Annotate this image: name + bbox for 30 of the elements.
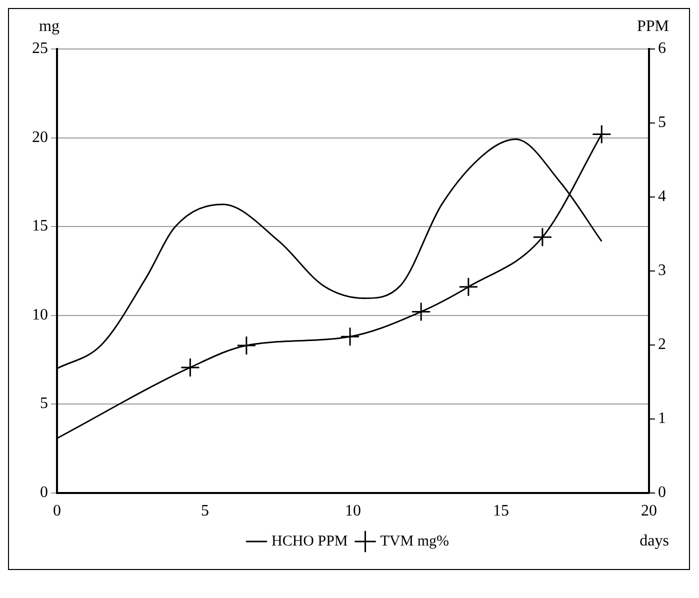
y-tick-label: 0 [40, 484, 48, 502]
y-axis-title: mg [39, 18, 60, 36]
point [411, 302, 431, 322]
y2-tick-label: 6 [658, 40, 666, 58]
x-tick-label: 15 [493, 502, 509, 520]
legend-label: TVM mg% [380, 533, 450, 550]
x-tick-label: 5 [201, 502, 209, 520]
y-tick-label: 5 [40, 395, 48, 412]
point [340, 326, 360, 346]
x-axis-title: days [640, 532, 669, 550]
y-tick-label: 15 [32, 218, 48, 235]
y2-tick-label: 5 [658, 114, 666, 132]
y2-tick-label: 2 [658, 336, 666, 354]
y2-tick-label: 4 [658, 188, 666, 206]
point [532, 227, 552, 247]
y2-tick-label: 0 [658, 484, 666, 502]
point [180, 358, 200, 378]
x-tick-label: 10 [345, 502, 361, 520]
x-tick-label: 0 [53, 502, 61, 520]
x-tick-label: 20 [641, 502, 657, 520]
point [458, 277, 478, 297]
y2-tick-label: 1 [658, 410, 666, 428]
legend-label: HCHO PPM [271, 533, 348, 550]
point [592, 124, 612, 144]
y-tick-label: 20 [32, 128, 48, 146]
y2-tick-label: 3 [658, 262, 666, 280]
y-tick-label: 10 [32, 306, 48, 324]
y-tick-label: 25 [32, 40, 48, 58]
y2-axis-title: PPM [636, 18, 669, 36]
point [236, 336, 256, 356]
